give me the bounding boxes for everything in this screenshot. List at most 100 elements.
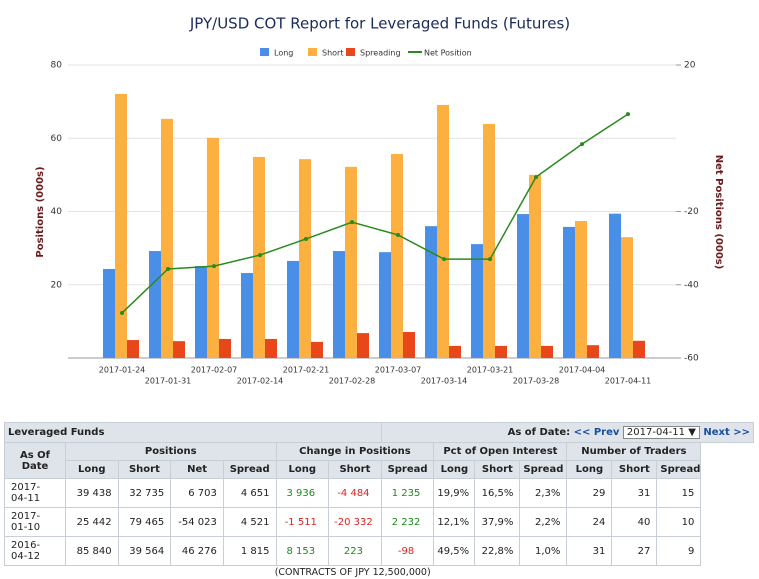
table-cell: -1 511 (275, 507, 330, 537)
bar (495, 345, 507, 358)
bar (241, 273, 253, 358)
bar (103, 269, 115, 358)
net-point (350, 220, 354, 225)
x-tick-label: 2017-01-31 (145, 377, 192, 386)
table-cell: 39 564 (117, 536, 172, 566)
table-toolbar: Leveraged Funds As of Date: << Prev 2017… (4, 422, 755, 443)
table-cell: 24 (566, 507, 613, 537)
table-cell: 40 (611, 507, 658, 537)
table-cell: 2016-04-12 (4, 536, 66, 566)
bar (609, 213, 621, 358)
table-cell: 10 (656, 507, 702, 537)
table-footer: (CONTRACTS OF JPY 12,500,000) (274, 567, 431, 578)
bar (161, 118, 173, 359)
legend-label: Short (322, 49, 343, 58)
data-table: Leveraged Funds As of Date: << Prev 2017… (4, 422, 755, 579)
table-cell: 27 (611, 536, 658, 566)
bar (483, 123, 495, 358)
bar (287, 260, 299, 358)
table-cell: 49,5% (433, 536, 476, 566)
x-tick-label: 2017-03-28 (513, 377, 560, 386)
net-point (304, 236, 308, 241)
table-cell: 4 651 (222, 478, 277, 508)
date-select[interactable]: 2017-04-11 ▼ (622, 426, 700, 439)
table-cell: 8 153 (275, 536, 330, 566)
group-header: Number of Traders (566, 442, 702, 461)
legend-swatch (346, 48, 355, 56)
bar (541, 345, 553, 358)
legend-item: Net Position (408, 49, 472, 58)
bar (149, 251, 161, 358)
table-cell: 9 (656, 536, 702, 566)
legend-swatch (260, 48, 269, 56)
bar (575, 221, 587, 358)
bar (587, 345, 599, 358)
legend-label: Spreading (360, 49, 401, 58)
bar (265, 338, 277, 358)
bar (621, 237, 633, 358)
x-tick-label: 2017-02-21 (283, 366, 330, 375)
next-link[interactable]: Next >> (703, 427, 750, 438)
legend-label: Long (274, 49, 293, 58)
table-cell: 2017-01-10 (4, 507, 66, 537)
group-header-row: As Of Date Positions Change in Positions… (4, 442, 754, 479)
x-tick-label: 2017-03-07 (375, 366, 422, 375)
chart: JPY/USD COT Report for Leveraged Funds (… (35, 15, 724, 386)
table-cell: 1 815 (222, 536, 277, 566)
y2-tick-label: -40 (684, 280, 699, 290)
x-tick-label: 2017-03-14 (421, 377, 468, 386)
sub-header: Short (117, 460, 172, 479)
bar (425, 226, 437, 358)
table-cell: 46 276 (170, 536, 224, 566)
bar (563, 226, 575, 358)
table-cell: 85 840 (65, 536, 119, 566)
table-cell: 15 (656, 478, 702, 508)
table-cell: -54 023 (170, 507, 224, 537)
sub-header: Spread (222, 460, 277, 479)
x-tick-label: 2017-02-14 (237, 377, 284, 386)
data-row: 2017-04-11 39 438 32 735 6 703 4 651 3 936 -4 … (4, 478, 754, 508)
y-tick-label: 80 (51, 61, 63, 71)
bar (345, 166, 357, 358)
table-cell: 79 465 (117, 507, 172, 537)
table-cell: 31 (566, 536, 613, 566)
net-line (121, 113, 629, 314)
sub-header: Spread (380, 460, 435, 479)
net-point (580, 142, 584, 147)
sub-header: Long (433, 460, 476, 479)
table-cell: 223 (328, 536, 382, 566)
y2-tick-label: 20 (684, 61, 696, 71)
bar (517, 214, 529, 358)
table-cell: 12,1% (433, 507, 476, 537)
bar (299, 159, 311, 358)
group-header: Positions (65, 442, 277, 461)
bar (357, 333, 369, 358)
table-cell: 4 521 (222, 507, 277, 537)
bar (127, 340, 139, 358)
sub-header: Long (566, 460, 613, 479)
net-point (212, 264, 216, 269)
table-cell: 39 438 (65, 478, 119, 508)
bar (529, 174, 541, 358)
net-point (442, 257, 446, 262)
bar (173, 341, 185, 358)
net-point (120, 310, 124, 315)
bar (333, 251, 345, 358)
legend-swatch (308, 48, 317, 56)
bar (219, 338, 231, 358)
sub-header: Spread (656, 460, 702, 479)
table-cell: 2,2% (519, 507, 568, 537)
prev-link[interactable]: << Prev (573, 427, 620, 438)
as-of-label: As of Date: (507, 427, 571, 438)
net-point (626, 112, 630, 117)
date-nav: As of Date: << Prev 2017-04-11 ▼ Next >> (380, 422, 755, 443)
net-point (258, 253, 262, 258)
y-tick-label: 40 (51, 207, 63, 217)
table-cell: 32 735 (117, 478, 172, 508)
x-tick-label: 2017-03-21 (467, 366, 514, 375)
sub-header: Short (611, 460, 658, 479)
data-row: 2017-01-10 25 442 79 465 -54 023 4 521 -1 511… (4, 507, 754, 537)
table-cell: 22,8% (474, 536, 521, 566)
bar (207, 137, 219, 358)
